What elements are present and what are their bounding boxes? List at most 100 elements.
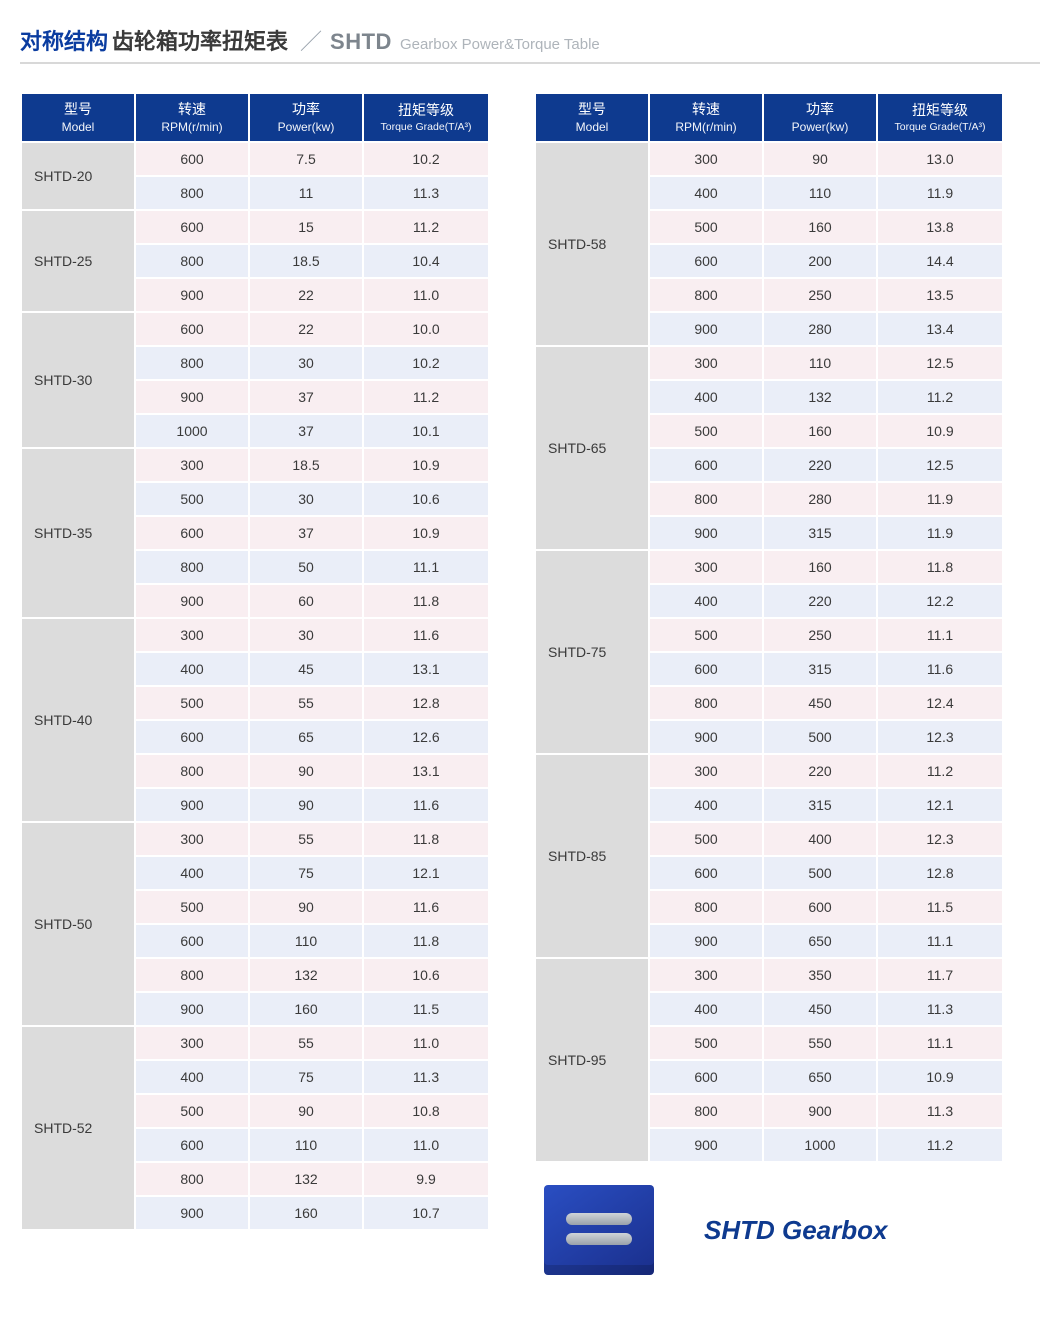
torque-cell: 10.6 bbox=[364, 483, 488, 515]
torque-cell: 12.6 bbox=[364, 721, 488, 753]
column-header: 型号Model bbox=[536, 94, 648, 141]
torque-cell: 11.6 bbox=[364, 619, 488, 651]
rpm-cell: 600 bbox=[136, 721, 248, 753]
power-cell: 315 bbox=[764, 789, 876, 821]
power-cell: 200 bbox=[764, 245, 876, 277]
torque-cell: 11.1 bbox=[878, 925, 1002, 957]
rpm-cell: 400 bbox=[650, 585, 762, 617]
power-cell: 160 bbox=[764, 211, 876, 243]
header-en: Torque Grade(T/A³) bbox=[882, 120, 998, 134]
torque-cell: 11.2 bbox=[878, 755, 1002, 787]
rpm-cell: 300 bbox=[136, 619, 248, 651]
torque-cell: 11.3 bbox=[364, 177, 488, 209]
rpm-cell: 500 bbox=[136, 1095, 248, 1127]
model-cell: SHTD-40 bbox=[22, 619, 134, 821]
rpm-cell: 800 bbox=[650, 687, 762, 719]
torque-cell: 13.1 bbox=[364, 755, 488, 787]
rpm-cell: 800 bbox=[136, 551, 248, 583]
torque-cell: 11.9 bbox=[878, 517, 1002, 549]
table-row: SHTD-503005511.8 bbox=[22, 823, 488, 855]
power-cell: 55 bbox=[250, 823, 362, 855]
table-row: SHTD-7530016011.8 bbox=[536, 551, 1002, 583]
rpm-cell: 300 bbox=[650, 755, 762, 787]
rpm-cell: 400 bbox=[136, 857, 248, 889]
spec-table-right: 型号Model转速RPM(r/min)功率Power(kw)扭矩等级Torque… bbox=[534, 92, 1004, 1163]
power-cell: 30 bbox=[250, 619, 362, 651]
power-cell: 350 bbox=[764, 959, 876, 991]
rpm-cell: 400 bbox=[650, 177, 762, 209]
torque-cell: 11.8 bbox=[878, 551, 1002, 583]
torque-cell: 12.1 bbox=[364, 857, 488, 889]
rpm-cell: 800 bbox=[136, 959, 248, 991]
torque-cell: 10.9 bbox=[364, 517, 488, 549]
model-cell: SHTD-25 bbox=[22, 211, 134, 311]
model-cell: SHTD-65 bbox=[536, 347, 648, 549]
rpm-cell: 900 bbox=[136, 993, 248, 1025]
torque-cell: 10.9 bbox=[878, 415, 1002, 447]
rpm-cell: 600 bbox=[136, 313, 248, 345]
torque-cell: 11.3 bbox=[364, 1061, 488, 1093]
power-cell: 160 bbox=[764, 415, 876, 447]
rpm-cell: 300 bbox=[136, 1027, 248, 1059]
header-en: Power(kw) bbox=[768, 119, 872, 135]
column-header: 功率Power(kw) bbox=[764, 94, 876, 141]
header-cn: 扭矩等级 bbox=[368, 101, 484, 120]
torque-cell: 10.4 bbox=[364, 245, 488, 277]
rpm-cell: 800 bbox=[136, 245, 248, 277]
power-cell: 250 bbox=[764, 279, 876, 311]
power-cell: 160 bbox=[764, 551, 876, 583]
power-cell: 18.5 bbox=[250, 245, 362, 277]
power-cell: 132 bbox=[250, 959, 362, 991]
footer: SHTD Gearbox bbox=[534, 1185, 1004, 1275]
torque-cell: 11.0 bbox=[364, 279, 488, 311]
torque-cell: 13.8 bbox=[878, 211, 1002, 243]
power-cell: 18.5 bbox=[250, 449, 362, 481]
power-cell: 550 bbox=[764, 1027, 876, 1059]
table-row: SHTD-6530011012.5 bbox=[536, 347, 1002, 379]
torque-cell: 12.5 bbox=[878, 449, 1002, 481]
power-cell: 30 bbox=[250, 483, 362, 515]
power-cell: 280 bbox=[764, 483, 876, 515]
torque-cell: 11.9 bbox=[878, 177, 1002, 209]
power-cell: 110 bbox=[764, 177, 876, 209]
model-cell: SHTD-75 bbox=[536, 551, 648, 753]
rpm-cell: 400 bbox=[650, 789, 762, 821]
title-slash: ／ bbox=[300, 24, 322, 56]
power-cell: 1000 bbox=[764, 1129, 876, 1161]
rpm-cell: 800 bbox=[136, 755, 248, 787]
rpm-cell: 600 bbox=[650, 1061, 762, 1093]
power-cell: 60 bbox=[250, 585, 362, 617]
torque-cell: 10.1 bbox=[364, 415, 488, 447]
title-code: SHTD bbox=[330, 29, 392, 55]
rpm-cell: 800 bbox=[136, 347, 248, 379]
table-row: SHTD-306002210.0 bbox=[22, 313, 488, 345]
power-cell: 280 bbox=[764, 313, 876, 345]
header-cn: 型号 bbox=[540, 100, 644, 119]
rpm-cell: 500 bbox=[650, 211, 762, 243]
power-cell: 110 bbox=[250, 925, 362, 957]
table-row: SHTD-206007.510.2 bbox=[22, 143, 488, 175]
power-cell: 315 bbox=[764, 653, 876, 685]
power-cell: 30 bbox=[250, 347, 362, 379]
rpm-cell: 300 bbox=[136, 823, 248, 855]
power-cell: 75 bbox=[250, 857, 362, 889]
rpm-cell: 500 bbox=[650, 415, 762, 447]
torque-cell: 11.7 bbox=[878, 959, 1002, 991]
rpm-cell: 400 bbox=[650, 381, 762, 413]
torque-cell: 10.8 bbox=[364, 1095, 488, 1127]
torque-cell: 11.2 bbox=[878, 1129, 1002, 1161]
torque-cell: 10.9 bbox=[364, 449, 488, 481]
header-en: Power(kw) bbox=[254, 119, 358, 135]
table-row: SHTD-256001511.2 bbox=[22, 211, 488, 243]
power-cell: 315 bbox=[764, 517, 876, 549]
model-cell: SHTD-35 bbox=[22, 449, 134, 617]
power-cell: 22 bbox=[250, 313, 362, 345]
rpm-cell: 900 bbox=[650, 721, 762, 753]
rpm-cell: 600 bbox=[136, 143, 248, 175]
torque-cell: 11.2 bbox=[364, 381, 488, 413]
torque-cell: 11.6 bbox=[364, 891, 488, 923]
column-header: 转速RPM(r/min) bbox=[650, 94, 762, 141]
torque-cell: 10.6 bbox=[364, 959, 488, 991]
torque-cell: 12.3 bbox=[878, 721, 1002, 753]
rpm-cell: 500 bbox=[650, 1027, 762, 1059]
